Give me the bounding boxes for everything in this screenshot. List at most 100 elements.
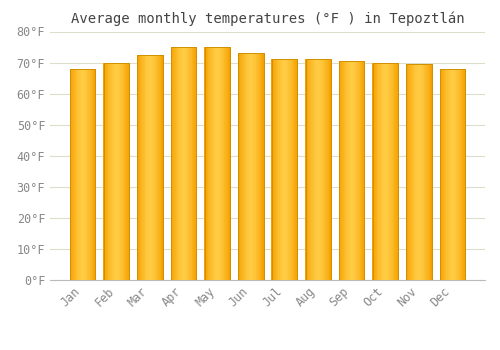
Bar xyxy=(221,47,222,280)
Bar xyxy=(121,63,122,280)
Bar xyxy=(308,60,310,280)
Bar xyxy=(378,63,379,280)
Bar xyxy=(192,47,194,280)
Bar xyxy=(76,69,78,280)
Bar xyxy=(186,47,188,280)
Bar xyxy=(254,53,256,280)
Bar xyxy=(416,64,417,280)
Bar xyxy=(422,64,423,280)
Bar xyxy=(327,60,328,280)
Bar xyxy=(322,60,323,280)
Bar xyxy=(386,63,388,280)
Bar xyxy=(175,47,176,280)
Bar xyxy=(306,60,307,280)
Bar xyxy=(157,55,158,280)
Bar xyxy=(312,60,314,280)
Bar xyxy=(396,63,398,280)
Bar xyxy=(417,64,418,280)
Bar xyxy=(78,69,79,280)
Bar xyxy=(354,61,356,280)
Bar xyxy=(318,60,320,280)
Bar xyxy=(411,64,412,280)
Bar xyxy=(83,69,84,280)
Bar xyxy=(315,60,316,280)
Bar xyxy=(227,47,228,280)
Bar xyxy=(238,53,264,280)
Bar xyxy=(349,61,350,280)
Bar xyxy=(359,61,360,280)
Bar xyxy=(454,69,456,280)
Bar xyxy=(418,64,420,280)
Bar xyxy=(238,53,264,280)
Bar xyxy=(395,63,396,280)
Bar xyxy=(273,60,274,280)
Bar xyxy=(224,47,226,280)
Bar xyxy=(380,63,381,280)
Bar xyxy=(274,60,275,280)
Bar xyxy=(152,55,153,280)
Bar xyxy=(144,55,146,280)
Bar xyxy=(375,63,376,280)
Bar xyxy=(460,69,462,280)
Bar xyxy=(338,61,340,280)
Bar xyxy=(326,60,327,280)
Bar xyxy=(449,69,450,280)
Bar xyxy=(373,63,398,280)
Bar xyxy=(384,63,385,280)
Bar xyxy=(171,47,196,280)
Bar xyxy=(82,69,83,280)
Bar xyxy=(420,64,421,280)
Bar xyxy=(149,55,150,280)
Bar xyxy=(108,63,110,280)
Bar xyxy=(170,47,172,280)
Bar xyxy=(391,63,392,280)
Bar xyxy=(344,61,346,280)
Bar xyxy=(222,47,224,280)
Bar xyxy=(118,63,120,280)
Bar xyxy=(430,64,431,280)
Bar xyxy=(428,64,430,280)
Bar xyxy=(176,47,178,280)
Bar xyxy=(126,63,127,280)
Bar xyxy=(442,69,443,280)
Bar xyxy=(105,63,106,280)
Bar xyxy=(464,69,465,280)
Bar xyxy=(414,64,415,280)
Bar xyxy=(458,69,459,280)
Bar xyxy=(137,55,138,280)
Bar xyxy=(381,63,382,280)
Bar xyxy=(125,63,126,280)
Bar xyxy=(462,69,463,280)
Bar xyxy=(204,47,230,280)
Bar xyxy=(94,69,95,280)
Bar xyxy=(294,60,295,280)
Bar xyxy=(306,60,330,280)
Bar xyxy=(171,47,196,280)
Bar xyxy=(328,60,330,280)
Bar xyxy=(243,53,244,280)
Bar xyxy=(114,63,115,280)
Bar xyxy=(423,64,424,280)
Bar xyxy=(80,69,82,280)
Bar xyxy=(342,61,343,280)
Bar xyxy=(347,61,348,280)
Bar xyxy=(206,47,207,280)
Bar xyxy=(148,55,149,280)
Bar xyxy=(382,63,384,280)
Bar xyxy=(191,47,192,280)
Bar xyxy=(285,60,286,280)
Bar xyxy=(321,60,322,280)
Bar xyxy=(138,55,162,280)
Bar xyxy=(390,63,391,280)
Bar xyxy=(373,63,398,280)
Bar xyxy=(241,53,242,280)
Bar xyxy=(91,69,92,280)
Bar xyxy=(174,47,175,280)
Bar xyxy=(291,60,292,280)
Bar xyxy=(272,60,297,280)
Bar xyxy=(276,60,278,280)
Bar xyxy=(282,60,284,280)
Bar xyxy=(240,53,241,280)
Bar xyxy=(363,61,364,280)
Bar xyxy=(122,63,124,280)
